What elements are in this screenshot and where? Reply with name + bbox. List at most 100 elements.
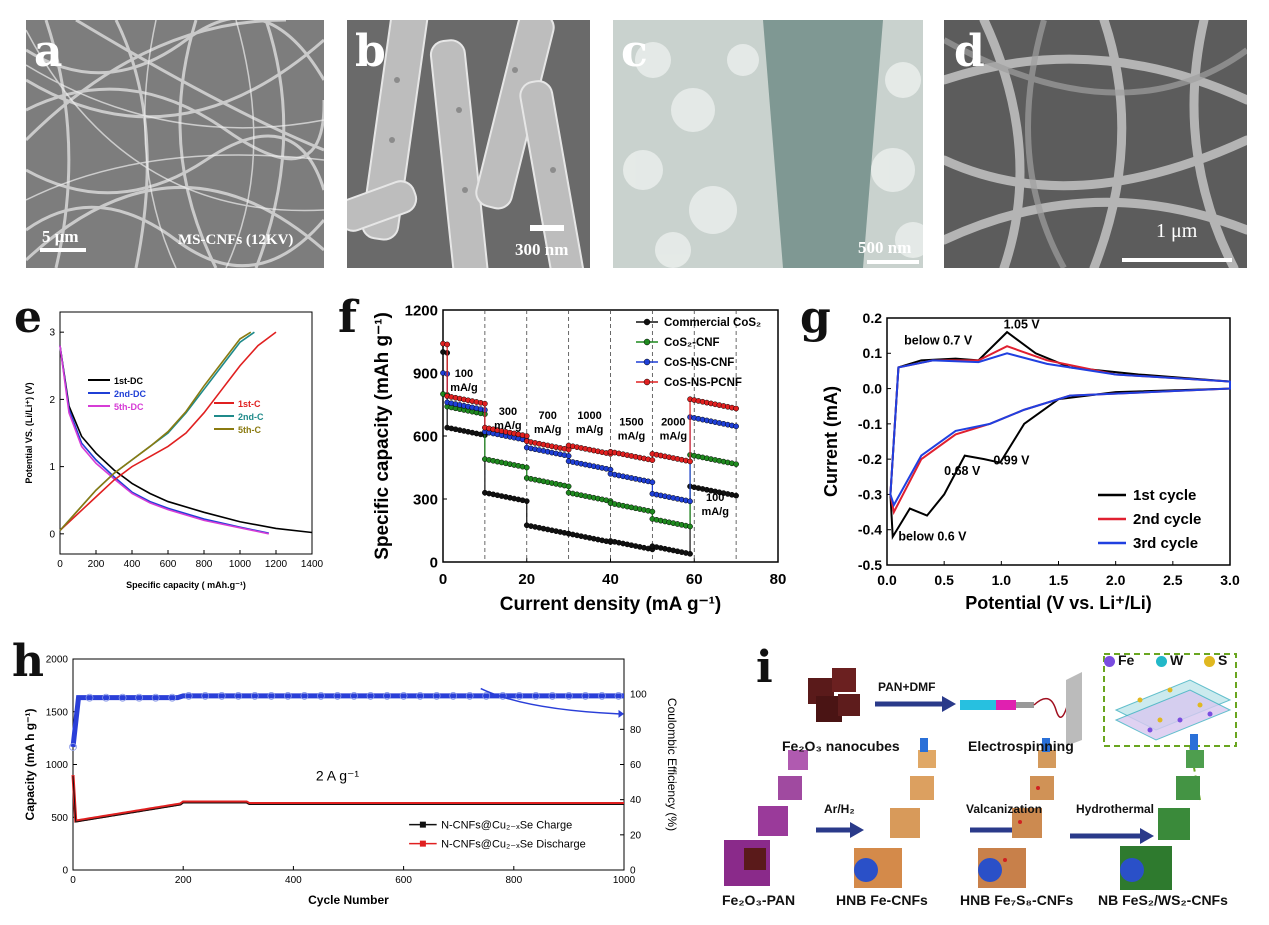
electrospinning-graphic — [960, 672, 1082, 746]
x-tick-label: 3.0 — [1220, 572, 1240, 588]
data-point — [444, 341, 451, 348]
rate-label: 100 — [455, 368, 473, 380]
trend-arrowhead — [618, 709, 624, 718]
rate-label: 700 — [539, 410, 557, 422]
y-tick-label: 300 — [413, 491, 438, 508]
ce-marker — [350, 692, 358, 700]
legend-label: 1st-DC — [114, 376, 144, 386]
data-point — [687, 550, 693, 557]
legend-label: 5th-DC — [114, 402, 144, 412]
y2-axis-label: Coulombic Efficiency (%) — [665, 698, 679, 831]
ce-marker — [432, 692, 441, 700]
scale-text-b: 300 nm — [515, 240, 569, 259]
y-axis-label: Current (mA) — [821, 386, 841, 497]
x-tick-label: 1000 — [613, 875, 636, 886]
ce-marker — [548, 692, 557, 700]
coulombic-efficiency-line — [70, 693, 624, 748]
y-axis-label: Capacity (mA h g⁻¹) — [23, 709, 37, 821]
panel-letter-g: g — [800, 292, 831, 343]
hnb-fe7s8-cnfs-graphic — [978, 738, 1056, 888]
x-tick-label: 20 — [518, 571, 535, 588]
y-tick-label: 1000 — [46, 760, 69, 771]
scale-bar-d — [1122, 258, 1232, 262]
nanotube-texture — [347, 20, 587, 268]
y-tick-label: 1 — [49, 462, 55, 473]
y2-tick-label: 0 — [630, 866, 636, 877]
panel-letter-f: f — [338, 292, 357, 343]
legend-dot-fe — [1104, 656, 1115, 667]
ce-marker — [234, 692, 243, 700]
y-tick-label: 2000 — [46, 655, 69, 666]
y2-tick-label: 40 — [630, 795, 642, 806]
label-hnb-fe7s8-cnfs: HNB Fe₇S₈-CNFs — [960, 892, 1074, 908]
sem-panel-b: b 300 nm — [347, 20, 590, 268]
ce-marker — [531, 692, 540, 700]
y-tick-label: 0 — [49, 529, 55, 540]
legend-dot-w — [1156, 656, 1167, 667]
x-tick-label: 400 — [285, 875, 302, 886]
panel-letter-c: c — [621, 26, 648, 77]
x-tick-label: 0 — [57, 559, 63, 570]
rate-label: 1000 — [577, 410, 601, 422]
scale-bar-a — [40, 248, 86, 252]
rate-unit: mA/g — [450, 382, 478, 394]
label-hnb-fe-cnfs: HNB Fe-CNFs — [836, 892, 928, 908]
ce-marker — [102, 693, 110, 702]
legend-label: CoS-NS-PCNF — [664, 377, 742, 389]
x-tick-label: 400 — [124, 559, 141, 570]
ce-marker — [449, 692, 458, 700]
y-tick-label: 2 — [49, 395, 55, 406]
data-point — [523, 433, 530, 439]
data-point — [482, 400, 488, 407]
panel-letter-a: a — [34, 26, 63, 77]
y-axis-label: Potential VS. (Li/Li⁺) (V) — [24, 382, 34, 483]
legend-marker — [643, 378, 651, 386]
rate-unit: mA/g — [576, 424, 604, 436]
ce-marker — [118, 693, 127, 702]
atomic-structure-graphic — [1114, 679, 1232, 741]
ce-marker — [333, 692, 342, 700]
y2-tick-label: 60 — [630, 760, 642, 771]
legend-dot-s — [1204, 656, 1215, 667]
ce-marker — [85, 693, 94, 702]
legend-label: 3rd cycle — [1133, 535, 1198, 552]
data-point — [733, 492, 739, 499]
legend-marker — [419, 821, 426, 828]
ce-marker — [482, 692, 491, 700]
nanocubes-graphic — [808, 668, 860, 722]
x-tick-label: 40 — [602, 571, 619, 588]
x-tick-label: 600 — [160, 559, 177, 570]
nb-fes2-ws2-cnfs-graphic — [1120, 734, 1204, 890]
data-point — [687, 498, 693, 505]
scale-bar-b — [530, 225, 564, 231]
hnb-fe-cnfs-graphic — [854, 738, 936, 888]
ce-marker — [515, 692, 524, 700]
data-point — [565, 453, 572, 459]
x-tick-label: 0 — [439, 571, 447, 588]
rate-label: 100 — [706, 492, 724, 504]
schematic-graphics — [724, 653, 1237, 890]
legend-label: 5th-C — [238, 425, 261, 435]
x-tick-label: 200 — [88, 559, 105, 570]
peak-annotation: below 0.6 V — [898, 529, 967, 543]
ce-marker — [217, 692, 226, 700]
y-tick-label: 0 — [62, 866, 68, 877]
chart-g-cyclic-voltammetry: 0.0 0.5 1.0 1.5 2.0 2.5 3.0 -0.5 -0.4 -0.3 -0.2 -0.… — [821, 310, 1240, 613]
ce-marker — [250, 692, 259, 700]
legend-marker — [643, 338, 651, 346]
legend-w-label: W — [1170, 652, 1184, 668]
fiber-network-texture — [944, 20, 1247, 268]
panel-letter-e: e — [14, 292, 42, 343]
x-tick-label: 2.5 — [1163, 572, 1183, 588]
data-point — [649, 479, 656, 486]
legend-label: 2nd cycle — [1133, 511, 1201, 528]
ce-marker — [168, 693, 177, 702]
sem-panel-a: a 5 μm MS-CNFs (12KV) — [26, 20, 324, 268]
y-tick-label: 0 — [430, 554, 438, 571]
label-fe2o3-nanocubes: Fe₂O₃ nanocubes — [782, 738, 900, 754]
arrow-label-valcanization: Valcanization — [966, 802, 1043, 816]
legend-label: CoS₂-CNF — [664, 337, 720, 349]
chart-f-rate-capability: 0 20 40 60 80 0 300 600 900 1200 Current density (… — [372, 302, 786, 615]
legend-marker — [643, 358, 651, 366]
